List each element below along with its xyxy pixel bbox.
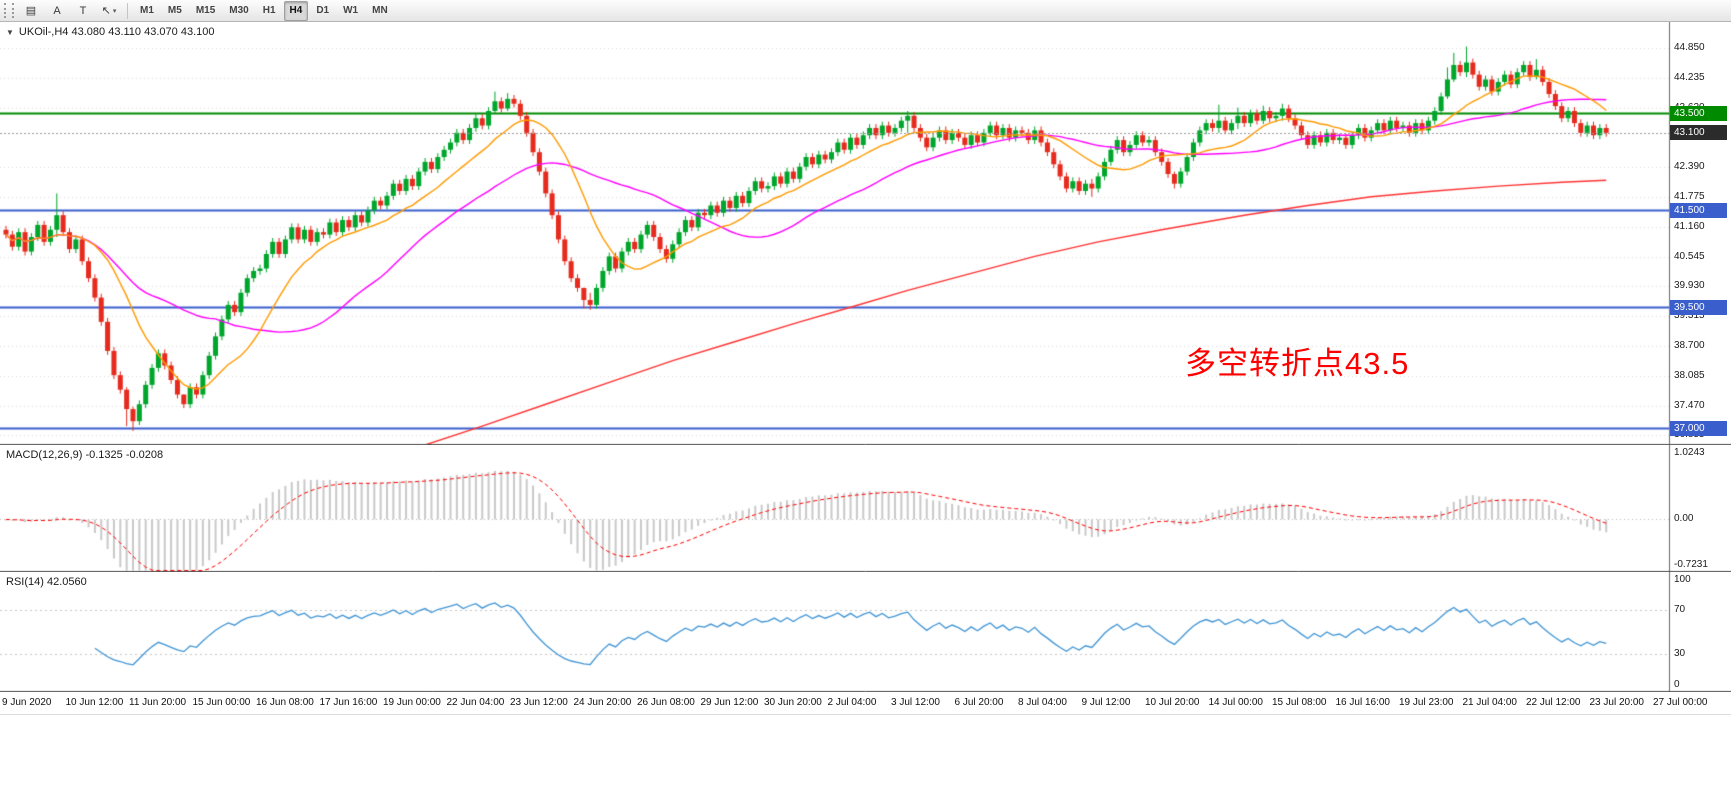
bottom-empty-area xyxy=(0,715,1731,792)
timeframe-button-d1[interactable]: D1 xyxy=(316,5,330,16)
main-chart-canvas[interactable] xyxy=(0,22,1731,445)
price-axis-label: 41.775 xyxy=(1674,191,1705,203)
text-label-tool-icon[interactable]: A xyxy=(53,4,61,17)
time-axis: 9 Jun 2020 10 Jun 12:00 11 Jun 20:00 15 Jun… xyxy=(0,692,1731,715)
price-axis-label: 41.160 xyxy=(1674,220,1705,232)
macd-canvas[interactable] xyxy=(0,445,1731,572)
timeframe-button-mn[interactable]: MN xyxy=(372,5,388,16)
toolbar-separator xyxy=(127,2,128,19)
macd-label: MACD(12,26,9) -0.1325 -0.0208 xyxy=(6,449,164,461)
time-axis-label: 8 Jul 04:00 xyxy=(1018,697,1067,708)
time-axis-label: 22 Jun 04:00 xyxy=(446,697,505,708)
rsi-axis-label: 70 xyxy=(1674,603,1686,615)
price-axis-label: 39.315 xyxy=(1674,310,1705,322)
timeframe-button-m30[interactable]: M30 xyxy=(229,5,249,16)
time-axis-label: 23 Jun 12:00 xyxy=(510,697,568,708)
rsi-axis-label: 100 xyxy=(1674,574,1691,585)
time-axis-label: 10 Jun 12:00 xyxy=(65,697,124,708)
timeframe-button-m1[interactable]: M1 xyxy=(140,5,154,16)
price-badge: 41.500 xyxy=(1670,202,1727,218)
time-axis-label: 15 Jul 08:00 xyxy=(1272,697,1327,708)
price-axis-label: 37.470 xyxy=(1674,399,1705,411)
chart-header: ▼ UKOil-,H4 43.080 43.110 43.070 43.100 xyxy=(6,26,214,38)
price-axis-label: 40.545 xyxy=(1674,250,1705,262)
price-badge: 43.500 xyxy=(1670,105,1727,121)
time-axis-label: 19 Jun 00:00 xyxy=(383,697,441,708)
time-axis-label: 16 Jul 16:00 xyxy=(1335,697,1391,708)
time-axis-label: 9 Jul 12:00 xyxy=(1081,697,1131,708)
timeframe-button-h4[interactable]: H4 xyxy=(283,0,309,21)
time-axis-label: 3 Jul 12:00 xyxy=(891,697,940,708)
timeframe-button-w1[interactable]: W1 xyxy=(343,5,359,16)
dropdown-caret-icon: ▾ xyxy=(112,7,117,15)
time-axis-label: 24 Jun 20:00 xyxy=(573,697,632,708)
macd-axis-label: 0.00 xyxy=(1674,513,1694,525)
price-axis-label: 42.390 xyxy=(1674,161,1705,173)
chart-symbol-period: UKOil-,H4 xyxy=(18,26,69,38)
time-axis-label: 2 Jul 04:00 xyxy=(827,697,877,708)
rsi-axis-label: 30 xyxy=(1674,648,1686,660)
toolbar: ▤ A T ↖ ▾ M1 M5 M15 M30 H1 H4 D1 W1 MN xyxy=(0,0,1731,22)
toolbar-grip[interactable] xyxy=(4,3,14,18)
main-chart-panel: ▼ UKOil-,H4 43.080 43.110 43.070 43.100 多… xyxy=(0,22,1731,445)
time-axis-label: 30 Jun 20:00 xyxy=(764,697,822,708)
time-axis-label: 14 Jul 00:00 xyxy=(1208,697,1264,708)
price-axis-label: 39.930 xyxy=(1674,280,1705,292)
drawing-tools-group: ▤ A T ↖ ▾ xyxy=(18,1,122,21)
macd-panel: MACD(12,26,9) -0.1325 -0.0208 1.0243 0.00… xyxy=(0,445,1731,572)
rsi-axis-label: 0 xyxy=(1674,679,1680,690)
timeframe-button-m15[interactable]: M15 xyxy=(195,5,216,16)
time-axis-label: 23 Jul 20:00 xyxy=(1589,697,1645,708)
price-axis-label: 38.085 xyxy=(1674,369,1705,381)
timeframe-button-m5[interactable]: M5 xyxy=(167,5,182,16)
chart-low-value: 43.070 xyxy=(144,26,178,38)
price-badge: 37.000 xyxy=(1670,420,1727,436)
time-axis-label: 26 Jun 08:00 xyxy=(637,697,695,708)
time-axis-label: 15 Jun 00:00 xyxy=(192,697,251,708)
time-axis-label: 29 Jun 12:00 xyxy=(700,697,759,708)
chart-open-value: 43.080 xyxy=(71,26,106,38)
time-axis-label: 22 Jul 12:00 xyxy=(1526,697,1581,708)
macd-axis-label: 1.0243 xyxy=(1674,447,1705,458)
collapse-triangle-icon[interactable]: ▼ xyxy=(6,28,14,37)
rsi-label: RSI(14) 42.0560 xyxy=(6,576,87,588)
text-tool-icon[interactable]: T xyxy=(79,4,87,17)
chart-close-value: 43.100 xyxy=(180,26,215,38)
time-axis-label: 6 Jul 20:00 xyxy=(954,697,1004,708)
time-axis-label: 21 Jul 04:00 xyxy=(1462,697,1518,708)
macd-axis-label: -0.7231 xyxy=(1674,559,1708,570)
rsi-canvas[interactable] xyxy=(0,572,1731,692)
price-axis-label: 44.850 xyxy=(1674,41,1705,53)
time-axis-label: 19 Jul 23:00 xyxy=(1399,697,1454,708)
price-axis-label: 44.235 xyxy=(1674,71,1705,83)
time-axis-label: 27 Jul 00:00 xyxy=(1653,697,1708,708)
time-axis-label: 11 Jun 20:00 xyxy=(129,697,187,708)
price-badge: 43.100 xyxy=(1670,125,1727,141)
annotation-text: 多空转折点43.5 xyxy=(1185,346,1410,381)
price-axis-label: 38.700 xyxy=(1674,340,1705,352)
timeframe-toolbar: M1 M5 M15 M30 H1 H4 D1 W1 MN xyxy=(133,0,395,21)
rsi-panel: RSI(14) 42.0560 100 70 30 0 xyxy=(0,572,1731,692)
price-badge: 39.500 xyxy=(1670,299,1727,315)
time-axis-label: 9 Jun 2020 xyxy=(2,697,52,708)
lines-tool-icon[interactable]: ▤ xyxy=(25,5,37,17)
timeframe-button-h1[interactable]: H1 xyxy=(262,5,276,16)
time-axis-label: 17 Jun 16:00 xyxy=(319,697,378,708)
time-axis-label: 16 Jun 08:00 xyxy=(256,697,314,708)
arrows-tool-icon[interactable]: ↖ ▾ xyxy=(101,5,117,17)
time-axis-label: 10 Jul 20:00 xyxy=(1145,697,1200,708)
chart-high-value: 43.110 xyxy=(108,26,142,38)
